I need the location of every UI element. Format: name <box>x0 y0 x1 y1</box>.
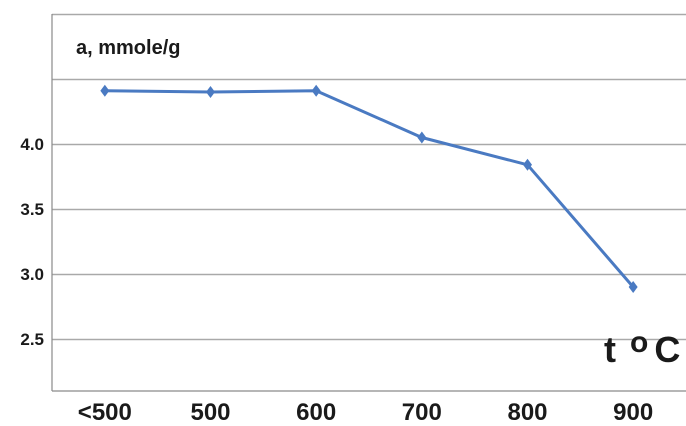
x-tick-label: 600 <box>296 399 336 426</box>
series-line <box>103 89 635 289</box>
data-point-marker <box>311 84 321 97</box>
series-group <box>100 84 638 293</box>
x-tick-label: 800 <box>507 399 547 426</box>
data-point-marker <box>100 84 110 97</box>
data-point-marker <box>206 86 215 98</box>
x-tick-labels: <500 500 600 700 800 900 <box>78 399 653 426</box>
data-point-marker <box>523 158 532 171</box>
y-tick-label: 3.5 <box>20 200 44 219</box>
x-axis-label: t o C <box>604 326 680 370</box>
data-point-marker <box>628 281 638 293</box>
y-axis-label: a, mmole/g <box>76 37 180 59</box>
gridlines <box>52 13 686 341</box>
x-tick-label: <500 <box>78 399 132 426</box>
x-axis-label-unit: C <box>654 329 680 370</box>
x-axis-label-superscript: o <box>630 326 648 359</box>
x-tick-label: 700 <box>402 399 442 426</box>
x-tick-label: 500 <box>190 399 230 426</box>
y-tick-label: 2.5 <box>20 330 44 349</box>
y-tick-label: 4.0 <box>20 135 44 154</box>
x-tick-label: 900 <box>613 399 653 426</box>
data-point-marker <box>417 131 427 144</box>
axes <box>51 14 686 392</box>
y-tick-labels: 2.5 3.0 3.5 4.0 <box>20 135 44 349</box>
y-tick-label: 3.0 <box>20 265 44 284</box>
x-axis-label-main: t <box>604 329 616 370</box>
